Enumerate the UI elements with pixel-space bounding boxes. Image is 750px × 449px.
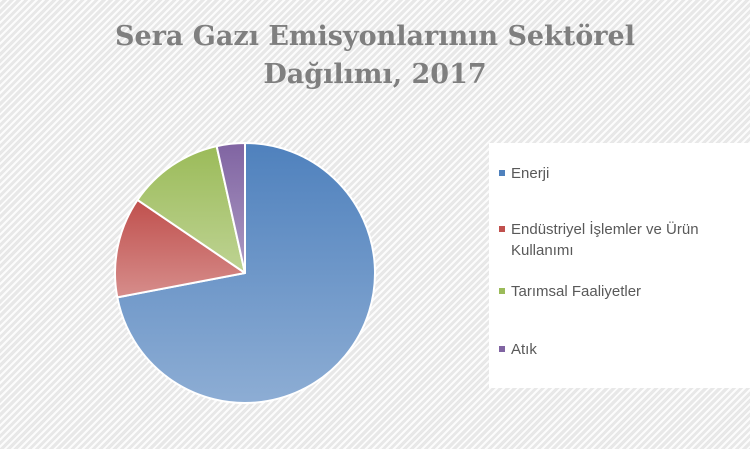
pie-slice-enerji bbox=[116, 142, 376, 404]
pie-slice-atik bbox=[215, 142, 246, 274]
legend-swatch-enerji bbox=[499, 170, 505, 176]
pie-slice-tarimsal bbox=[136, 145, 246, 274]
chart-title: Sera Gazı Emisyonlarının Sektörel Dağılı… bbox=[75, 18, 675, 94]
legend-label-endustriyel: Endüstriyel İşlemler ve Ürün Kullanımı bbox=[511, 221, 699, 259]
chart-title-line-1: Sera Gazı Emisyonlarının Sektörel bbox=[115, 21, 635, 52]
legend-swatch-tarimsal bbox=[499, 288, 505, 294]
legend-swatch-atik bbox=[499, 346, 505, 352]
chart-title-line-2: Dağılımı, 2017 bbox=[263, 59, 487, 90]
legend-label-atik: Atık bbox=[511, 341, 537, 358]
legend-swatch-endustriyel bbox=[499, 226, 505, 232]
legend-label-enerji: Enerji bbox=[511, 165, 550, 182]
legend-label-tarimsal: Tarımsal Faaliyetler bbox=[511, 283, 642, 300]
legend: Enerji Endüstriyel İşlemler ve Ürün Kull… bbox=[489, 143, 750, 388]
pie-slices bbox=[114, 142, 376, 404]
pie-slice-endustriyel bbox=[114, 198, 246, 299]
